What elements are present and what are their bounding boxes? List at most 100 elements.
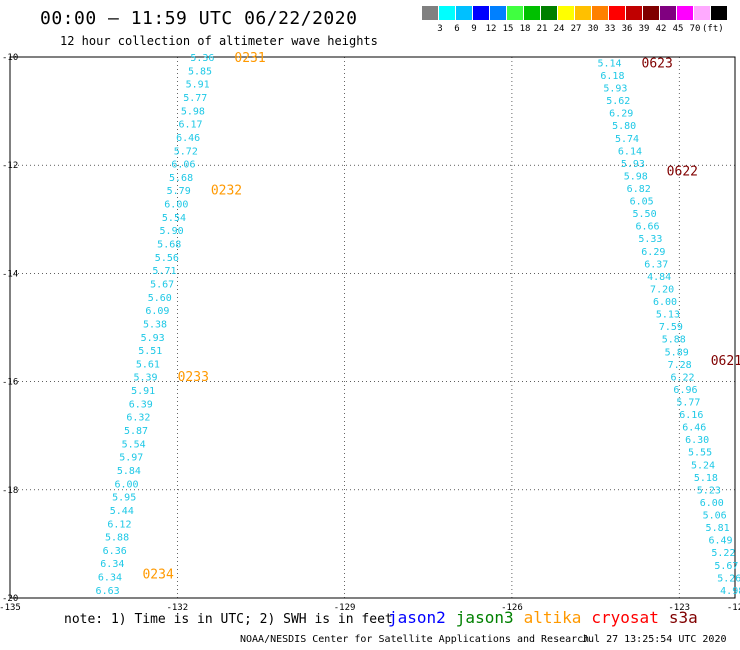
satellite-jason3: jason3 xyxy=(455,608,514,627)
satellite-legend: jason2 jason3 altika cryosat s3a xyxy=(388,608,708,627)
wave-height-value: 5.79 xyxy=(167,186,191,197)
wave-height-value: 7.28 xyxy=(668,360,692,371)
wave-height-value: 5.68 xyxy=(157,240,181,251)
wave-height-value: 5.93 xyxy=(603,84,627,95)
wave-height-value: 5.18 xyxy=(694,473,718,484)
wave-height-value: 5.68 xyxy=(169,173,193,184)
wave-height-value: 6.49 xyxy=(708,536,732,547)
x-tick-label: -129 xyxy=(334,603,356,613)
wave-height-value: 6.09 xyxy=(145,306,169,317)
wave-height-value: 5.38 xyxy=(143,319,167,330)
wave-height-value: 5.54 xyxy=(122,439,146,450)
legend-label: 27 xyxy=(570,24,582,34)
pass-time-label: 0621 xyxy=(711,354,740,369)
wave-height-value: 5.87 xyxy=(124,426,148,437)
wave-height-value: 5.93 xyxy=(621,159,645,170)
wave-height-value: 6.30 xyxy=(685,435,709,446)
map-grid xyxy=(10,57,735,598)
wave-height-value: 5.51 xyxy=(138,346,162,357)
legend-swatch xyxy=(439,6,455,20)
x-tick-label: -135 xyxy=(0,603,21,613)
wave-height-value: 5.61 xyxy=(136,359,160,370)
wave-height-value: 6.63 xyxy=(96,586,120,597)
legend-swatch xyxy=(592,6,608,20)
wave-height-value: 6.34 xyxy=(100,559,124,570)
wave-height-value: 5.98 xyxy=(624,171,648,182)
wave-height-value: 4.98 xyxy=(720,586,740,597)
wave-height-value: 6.39 xyxy=(129,399,153,410)
wave-height-value: 6.00 xyxy=(700,498,724,509)
wave-height-value: 5.88 xyxy=(662,335,686,346)
wave-height-value: 5.85 xyxy=(188,66,212,77)
map-title: 00:00 – 11:59 UTC 06/22/2020 xyxy=(40,8,358,29)
wave-height-value: 6.00 xyxy=(653,297,677,308)
wave-height-value: 5.95 xyxy=(112,493,136,504)
pass-time-label: 0623 xyxy=(642,56,673,71)
wave-height-value: 7.20 xyxy=(650,284,674,295)
legend-swatch xyxy=(524,6,540,20)
legend-label: 9 xyxy=(471,24,477,34)
wave-height-value: 5.55 xyxy=(688,448,712,459)
wave-height-value: 5.93 xyxy=(141,333,165,344)
legend-swatch xyxy=(694,6,710,20)
wave-height-value: 6.12 xyxy=(107,519,131,530)
legend-label: (ft) xyxy=(702,24,724,34)
wave-height-value: 5.77 xyxy=(676,398,700,409)
legend-label: 70 xyxy=(689,24,701,34)
wave-height-value: 4.84 xyxy=(647,272,671,283)
legend-swatch xyxy=(507,6,523,20)
legend-label: 39 xyxy=(638,24,650,34)
axis-ticks: -135 -132 -129 -126 -123 -12 -10 -12 -14 -16 -18 -2… xyxy=(0,53,740,613)
legend-label: 15 xyxy=(502,24,514,34)
wave-height-value: 5.24 xyxy=(691,460,715,471)
y-tick-label: -14 xyxy=(2,269,18,279)
wave-height-value: 5.23 xyxy=(697,485,721,496)
wave-height-value: 5.62 xyxy=(606,96,630,107)
wave-height-value: 6.22 xyxy=(671,372,695,383)
y-tick-label: -12 xyxy=(2,161,18,171)
y-tick-label: -18 xyxy=(2,486,18,496)
wave-height-value: 6.46 xyxy=(682,423,706,434)
wave-height-value: 5.22 xyxy=(711,548,735,559)
wave-height-value: 5.74 xyxy=(615,134,639,145)
legend-swatch xyxy=(643,6,659,20)
x-tick-label: -126 xyxy=(501,603,523,613)
legend-swatch xyxy=(575,6,591,20)
legend-swatch xyxy=(711,6,727,20)
x-tick-label: -123 xyxy=(668,603,690,613)
wave-height-value: 5.50 xyxy=(633,209,657,220)
wave-height-value: 6.34 xyxy=(98,573,122,584)
satellite-jason2: jason2 xyxy=(388,608,446,627)
wave-height-value: 5.06 xyxy=(703,511,727,522)
wave-height-value: 6.00 xyxy=(164,200,188,211)
legend-swatch xyxy=(626,6,642,20)
wave-height-value: 6.66 xyxy=(635,222,659,233)
legend-swatch xyxy=(677,6,693,20)
wave-height-value: 5.80 xyxy=(612,121,636,132)
legend-label: 6 xyxy=(454,24,460,34)
legend-label: 3 xyxy=(437,24,443,34)
map-subtitle: 12 hour collection of altimeter wave hei… xyxy=(60,34,378,48)
legend-label: 45 xyxy=(672,24,684,34)
y-tick-label: -20 xyxy=(2,594,18,604)
legend-label: 33 xyxy=(604,24,616,34)
legend-swatch xyxy=(541,6,557,20)
wave-height-value: 5.26 xyxy=(717,573,740,584)
wave-height-value: 5.90 xyxy=(160,226,184,237)
wave-height-value: 6.29 xyxy=(609,109,633,120)
x-tick-label: -132 xyxy=(166,603,188,613)
wave-height-value: 6.16 xyxy=(679,410,703,421)
map-border xyxy=(9,56,736,599)
wave-height-value: 5.91 xyxy=(186,80,210,91)
wave-height-value: 5.88 xyxy=(105,533,129,544)
legend-swatch xyxy=(558,6,574,20)
legend-label: 18 xyxy=(519,24,531,34)
wave-height-value: 5.14 xyxy=(597,58,621,69)
wave-height-value: 5.56 xyxy=(155,253,179,264)
satellite-cryosat: cryosat xyxy=(591,608,659,627)
wave-height-value: 5.33 xyxy=(638,234,662,245)
wave-height-value: 6.82 xyxy=(627,184,651,195)
legend-swatch xyxy=(660,6,676,20)
legend-swatch xyxy=(422,6,438,20)
wave-height-value: 6.17 xyxy=(179,120,203,131)
